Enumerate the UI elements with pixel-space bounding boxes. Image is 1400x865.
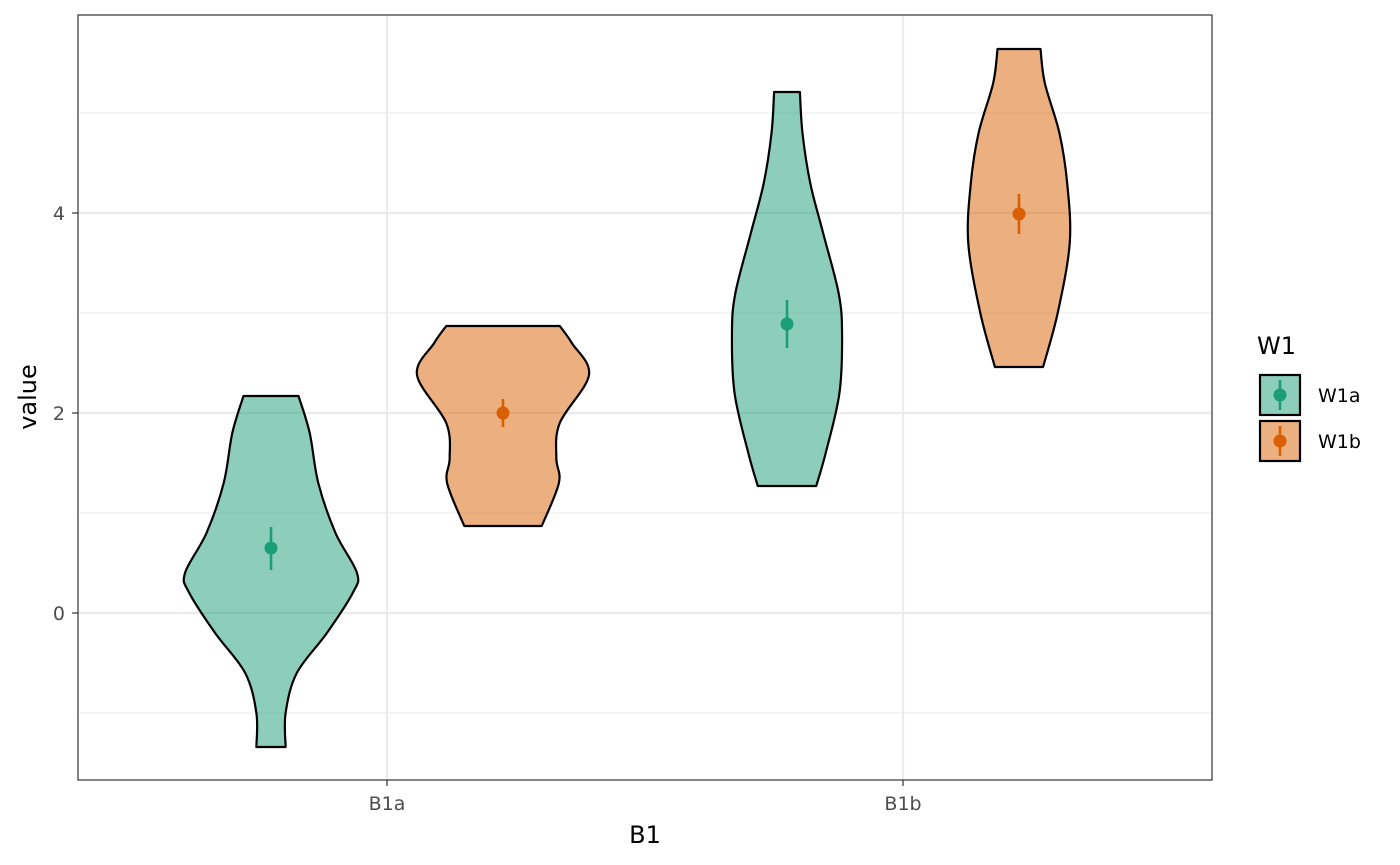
legend-label-w1a: W1a (1318, 385, 1361, 407)
mean-points (264, 194, 1026, 570)
x-tick-label: B1a (369, 793, 406, 815)
legend-key-point (1273, 434, 1287, 448)
x-tick-label: B1b (884, 793, 921, 815)
legend: W1 W1a W1b (1257, 332, 1361, 463)
y-tick-label: 4 (53, 203, 65, 225)
mean-point-w1b-b1a (496, 406, 510, 420)
y-axis-title: value (14, 364, 42, 430)
mean-point-w1b-b1b (1012, 207, 1026, 221)
violin-w1a-b1a (182, 394, 360, 749)
mean-point-w1a-b1a (264, 541, 278, 555)
panel-border (77, 14, 1213, 781)
y-tick-label: 0 (53, 603, 65, 625)
legend-key-point (1273, 388, 1287, 402)
mean-point-w1a-b1b (780, 317, 794, 331)
legend-title: W1 (1257, 332, 1296, 360)
violin-w1a-b1b (730, 90, 844, 488)
legend-label-w1b: W1b (1318, 431, 1361, 453)
x-axis-title: B1 (629, 821, 661, 849)
axes: 0 2 4 B1a B1b (53, 203, 922, 815)
y-tick-label: 2 (53, 403, 65, 425)
